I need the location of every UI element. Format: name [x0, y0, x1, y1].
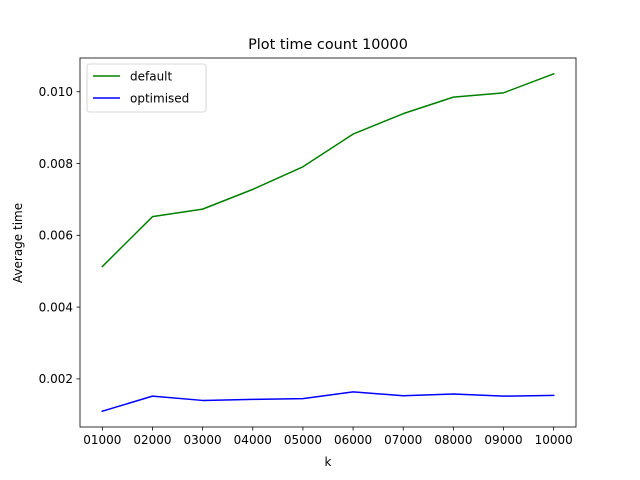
x-tick-label: 02000 [133, 433, 171, 447]
legend-label-default: default [130, 69, 173, 83]
y-tick-label: 0.010 [39, 85, 73, 99]
x-tick-label: 05000 [284, 433, 322, 447]
y-tick-label: 0.006 [39, 229, 73, 243]
x-tick-label: 09000 [484, 433, 522, 447]
series-line-default [101, 72, 555, 268]
chart-title: Plot time count 10000 [248, 37, 408, 53]
x-tick-label: 08000 [434, 433, 472, 447]
x-axis-title: k [325, 455, 332, 469]
x-tick-label: 04000 [234, 433, 272, 447]
x-tick-label: 06000 [334, 433, 372, 447]
y-tick-label: 0.002 [39, 372, 73, 386]
x-tick-label: 01000 [83, 433, 121, 447]
x-tick-label: 03000 [184, 433, 222, 447]
y-tick-label: 0.008 [39, 157, 73, 171]
series-line-optimised [101, 391, 555, 413]
axes-frame [79, 57, 577, 428]
y-axis-title: Average time [11, 203, 25, 283]
legend: default optimised [86, 63, 207, 113]
y-tick-label: 0.004 [39, 300, 73, 314]
plot-area: 01000 02000 03000 04000 05000 06000 07000 08000… [39, 57, 577, 447]
legend-label-optimised: optimised [130, 91, 189, 105]
x-tick-label: 07000 [384, 433, 422, 447]
x-tick-label: 10000 [535, 433, 573, 447]
